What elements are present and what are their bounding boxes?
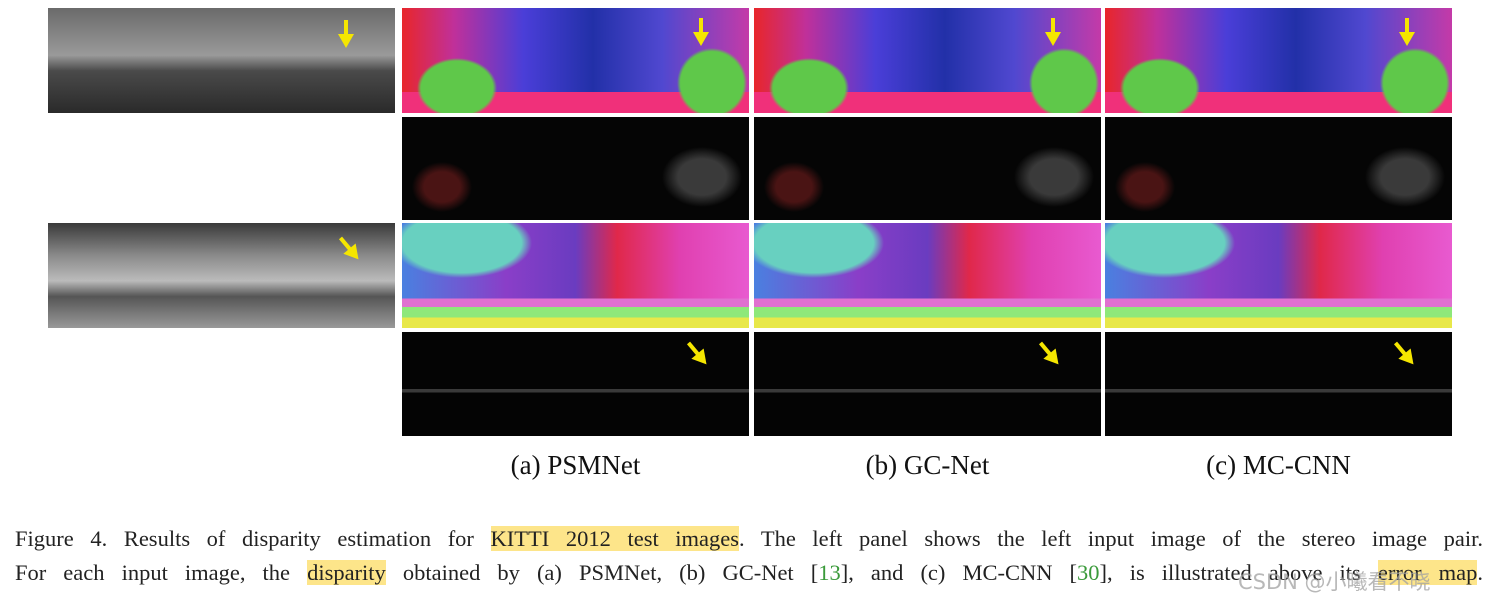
- caption-text: .: [1477, 560, 1484, 585]
- column-label: (c) MC-CNN: [1206, 450, 1351, 480]
- caption-text: . The left panel shows the left input im…: [739, 526, 1483, 551]
- input-image: [48, 223, 395, 328]
- column-label: (a) PSMNet: [510, 450, 641, 480]
- caption-text: For each input image, the: [15, 560, 308, 585]
- error-map: [754, 332, 1101, 436]
- caption-text: ], is illustrated above its: [1099, 560, 1378, 585]
- input-image: [48, 8, 395, 113]
- caption-text: Figure 4. Results of disparity estimatio…: [15, 526, 491, 551]
- watermark: CSDN @小曦看不晓: [1238, 570, 1431, 594]
- citation[interactable]: 13: [818, 560, 841, 585]
- citation[interactable]: 30: [1077, 560, 1100, 585]
- disparity-map: [754, 8, 1101, 113]
- column-label: (b) GC-Net: [865, 450, 990, 480]
- error-map: [402, 117, 749, 220]
- error-map: [402, 332, 749, 436]
- disparity-map: [402, 223, 749, 328]
- caption-text: ], and (c) MC-CNN [: [840, 560, 1078, 585]
- highlight: KITTI 2012 test images: [490, 526, 740, 551]
- highlight: error map: [1377, 560, 1478, 585]
- caption-text: obtained by (a) PSMNet, (b) GC-Net [: [385, 560, 819, 585]
- error-map: [1105, 117, 1452, 220]
- disparity-map: [1105, 223, 1452, 328]
- highlight: disparity: [307, 560, 386, 585]
- caption-line: Figure 4. Results of disparity estimatio…: [15, 526, 1483, 552]
- error-map: [754, 117, 1101, 220]
- disparity-map: [402, 8, 749, 113]
- disparity-map: [1105, 8, 1452, 113]
- error-map: [1105, 332, 1452, 436]
- caption-line: For each input image, the disparity obta…: [15, 560, 1483, 586]
- disparity-map: [754, 223, 1101, 328]
